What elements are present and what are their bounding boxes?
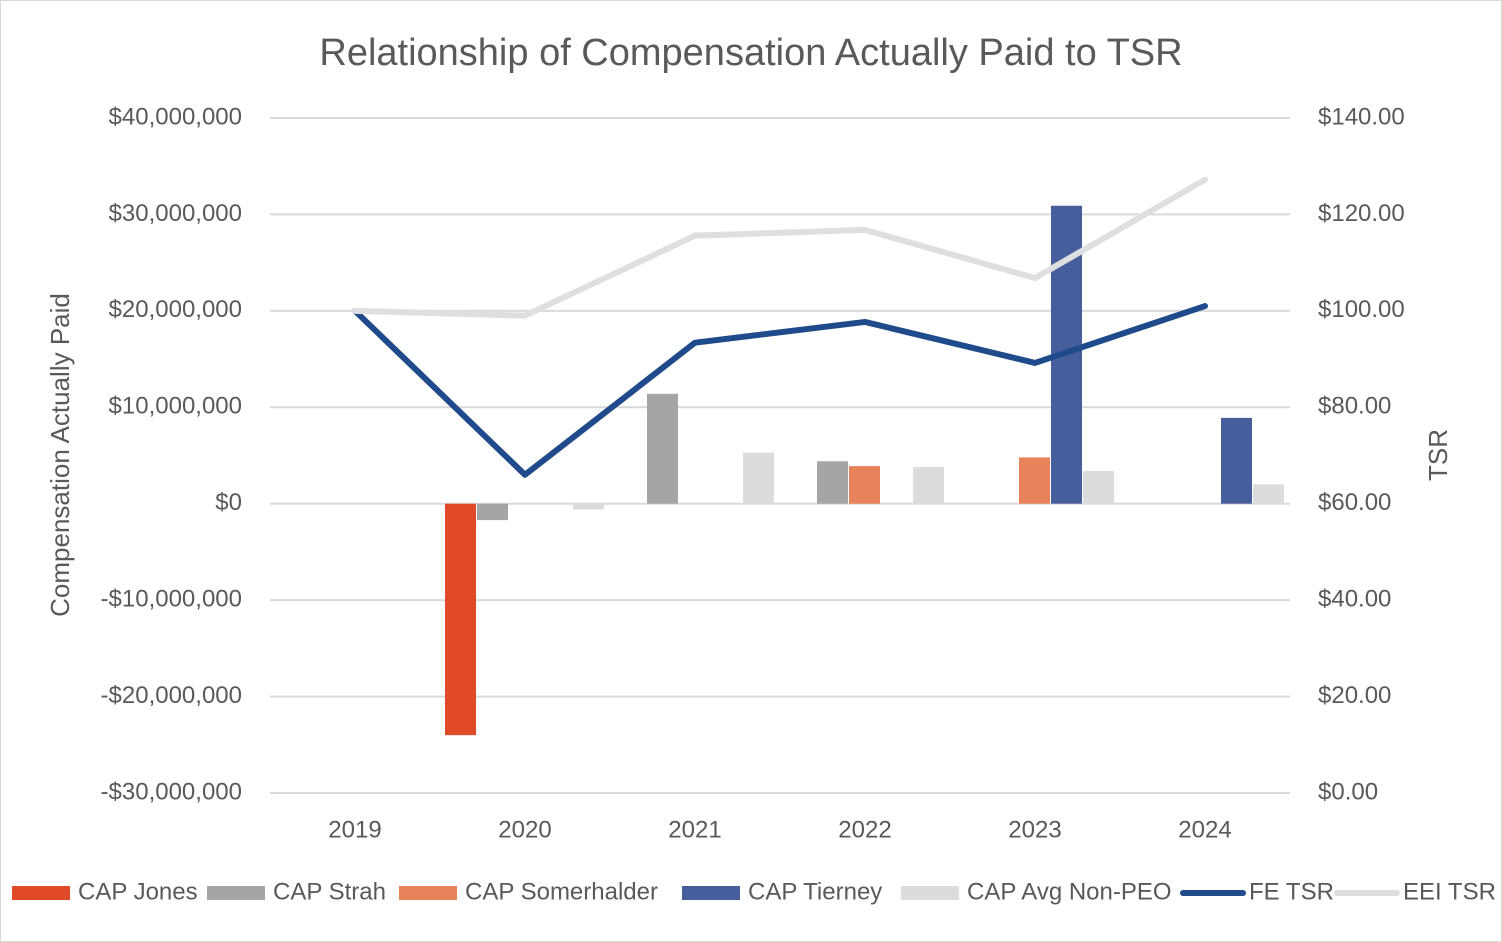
legend-swatch: [399, 886, 457, 900]
bar: [647, 393, 678, 504]
y2-tick-label: $100.00: [1318, 296, 1405, 323]
legend-swatch: [207, 886, 265, 900]
legend-label: EEI TSR: [1403, 878, 1496, 905]
legend-swatch: [682, 886, 740, 900]
legend-label: CAP Strah: [273, 878, 386, 905]
bar: [817, 461, 848, 504]
legend-label: CAP Somerhalder: [465, 878, 658, 905]
bar: [477, 503, 508, 521]
y2-tick-label: $120.00: [1318, 200, 1405, 227]
x-tick-label: 2023: [1008, 816, 1061, 843]
line-series: [352, 176, 1208, 319]
y2-tick-label: $80.00: [1318, 393, 1391, 420]
legend-label: CAP Jones: [78, 878, 198, 905]
x-tick-label: 2020: [498, 816, 551, 843]
x-tick-label: 2019: [328, 816, 381, 843]
line-series: [352, 303, 1208, 478]
legend-label: CAP Tierney: [748, 878, 882, 905]
y2-tick-label: $60.00: [1318, 489, 1391, 516]
y2-tick-label: $140.00: [1318, 103, 1405, 130]
x-tick-label: 2024: [1178, 816, 1231, 843]
bar: [743, 452, 774, 504]
y-tick-label: $20,000,000: [109, 296, 242, 323]
y2-axis-label: TSR: [1423, 429, 1453, 481]
bar: [1083, 470, 1114, 504]
bar: [849, 466, 880, 504]
y-tick-label: -$20,000,000: [101, 682, 242, 709]
y-tick-label: -$30,000,000: [101, 778, 242, 805]
y2-tick-label: $40.00: [1318, 585, 1391, 612]
y-tick-label: $10,000,000: [109, 393, 242, 420]
legend-swatch: [12, 886, 70, 900]
y-axis-label: Compensation Actually Paid: [45, 293, 75, 617]
bar: [1019, 457, 1050, 504]
bar: [1253, 484, 1284, 504]
y2-tick-label: $0.00: [1318, 778, 1378, 805]
legend-label: CAP Avg Non-PEO: [967, 878, 1172, 905]
x-tick-label: 2022: [838, 816, 891, 843]
legend-label: FE TSR: [1249, 878, 1334, 905]
y-tick-label: $40,000,000: [109, 103, 242, 130]
legend-swatch: [901, 886, 959, 900]
y-tick-label: $0: [215, 489, 242, 516]
y-tick-label: -$10,000,000: [101, 585, 242, 612]
chart-title: Relationship of Compensation Actually Pa…: [319, 32, 1182, 74]
bar: [445, 503, 476, 736]
x-tick-label: 2021: [668, 816, 721, 843]
y-tick-label: $30,000,000: [109, 200, 242, 227]
bar: [1221, 417, 1252, 504]
bar: [913, 467, 944, 504]
bar: [573, 503, 604, 510]
y2-tick-label: $20.00: [1318, 682, 1391, 709]
